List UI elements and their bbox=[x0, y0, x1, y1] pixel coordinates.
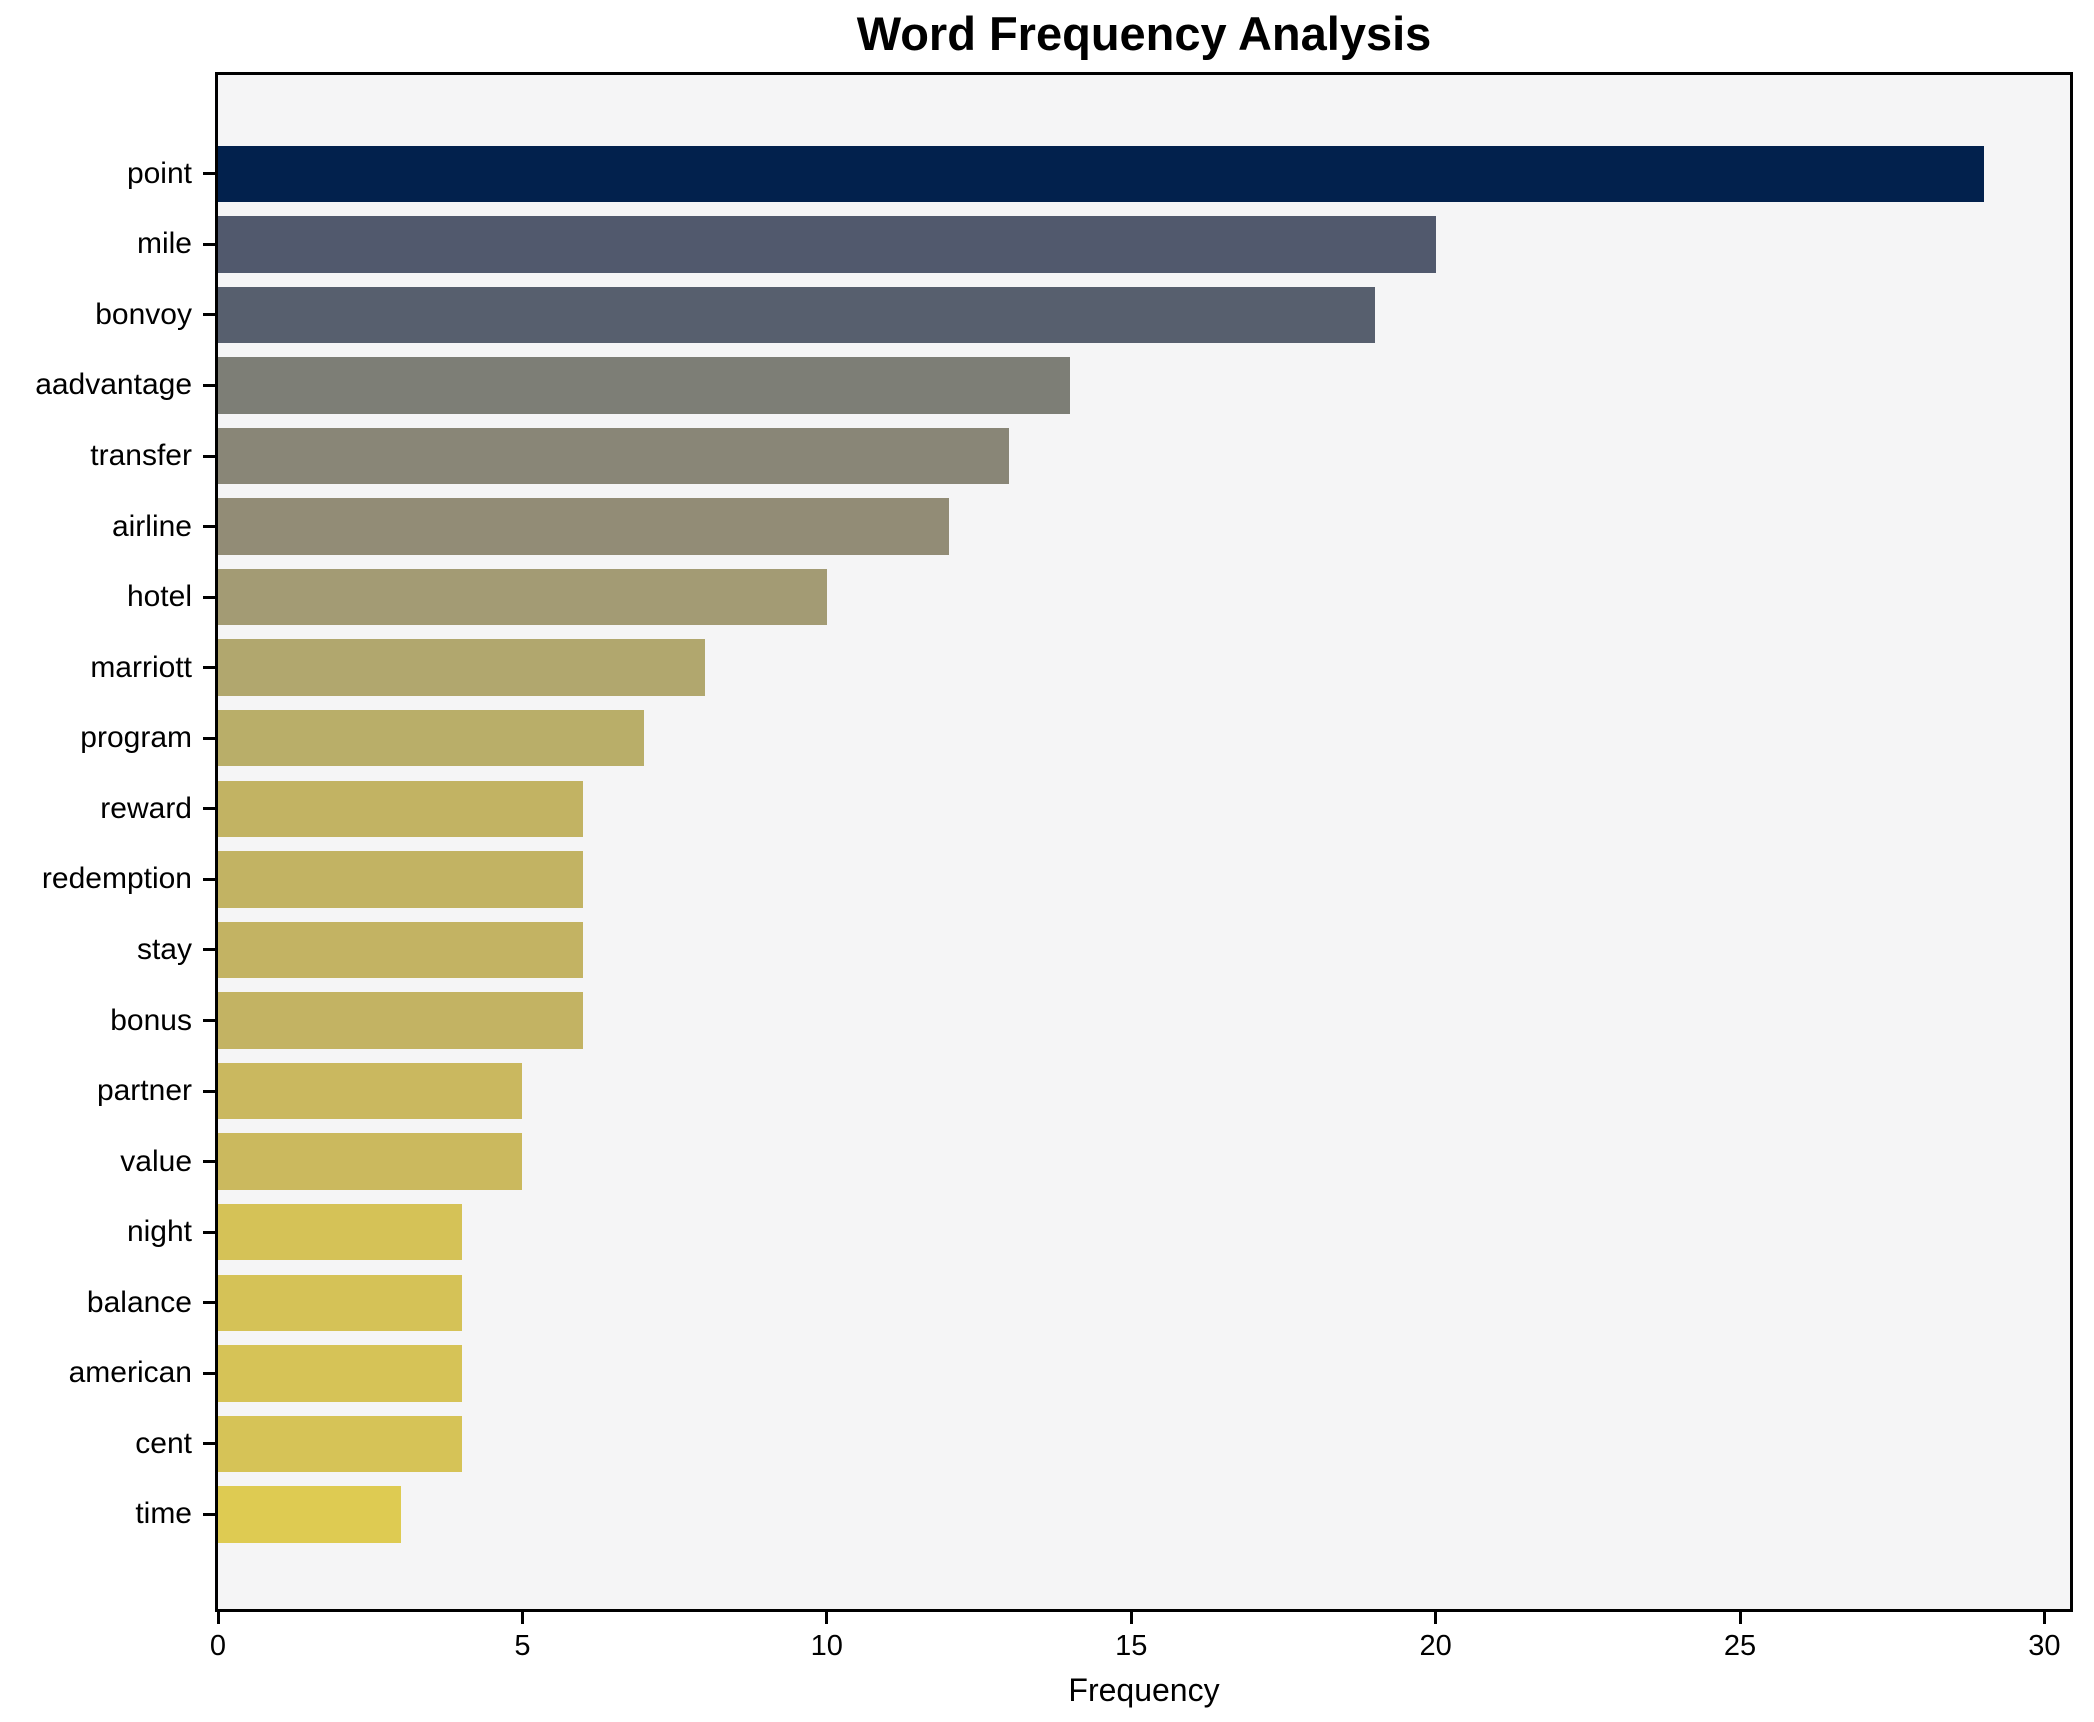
y-tick-label-value: value bbox=[120, 1144, 192, 1178]
plot-area bbox=[215, 72, 2073, 1612]
bar-airline bbox=[218, 498, 949, 555]
y-tick-mark bbox=[203, 454, 215, 458]
x-tick-mark bbox=[216, 1612, 220, 1624]
y-tick-label-program: program bbox=[80, 721, 192, 755]
x-tick-mark bbox=[1129, 1612, 1133, 1624]
y-tick-mark bbox=[203, 595, 215, 599]
y-tick-label-time: time bbox=[135, 1497, 192, 1531]
bar-hotel bbox=[218, 568, 827, 626]
y-tick-mark bbox=[203, 525, 215, 529]
y-tick-label-stay: stay bbox=[136, 932, 192, 966]
y-tick-mark bbox=[203, 877, 215, 881]
x-tick-label-25: 25 bbox=[1723, 1630, 1757, 1662]
y-tick-label-transfer: transfer bbox=[90, 439, 192, 473]
x-tick-label-15: 15 bbox=[1115, 1630, 1148, 1662]
x-tick-mark bbox=[520, 1612, 524, 1624]
x-tick-mark bbox=[1738, 1612, 1742, 1624]
y-tick-mark bbox=[203, 666, 215, 670]
y-tick-label-night: night bbox=[126, 1215, 192, 1249]
y-tick-mark bbox=[203, 1160, 215, 1164]
y-tick-label-marriott: marriott bbox=[90, 650, 192, 684]
x-tick-mark bbox=[2042, 1612, 2046, 1624]
bar-cent bbox=[218, 1415, 462, 1473]
x-tick-mark bbox=[1434, 1612, 1438, 1624]
y-tick-label-balance: balance bbox=[86, 1285, 192, 1319]
x-tick-label-5: 5 bbox=[514, 1630, 531, 1662]
y-tick-label-bonus: bonus bbox=[110, 1003, 192, 1037]
x-axis-label: Frequency bbox=[1068, 1672, 1220, 1708]
x-tick-label-10: 10 bbox=[810, 1630, 843, 1662]
bar-mile bbox=[218, 216, 1436, 273]
y-tick-label-airline: airline bbox=[111, 509, 192, 543]
y-tick-label-redemption: redemption bbox=[41, 862, 192, 896]
bar-point bbox=[218, 145, 1984, 202]
y-tick-mark bbox=[203, 1371, 215, 1375]
bar-american bbox=[218, 1345, 462, 1402]
bar-stay bbox=[218, 921, 584, 979]
y-tick-mark bbox=[203, 1301, 215, 1305]
bar-time bbox=[218, 1486, 401, 1543]
y-tick-mark bbox=[203, 383, 215, 387]
bar-marriott bbox=[218, 639, 706, 696]
y-tick-label-bonvoy: bonvoy bbox=[95, 297, 192, 331]
bar-bonvoy bbox=[218, 286, 1375, 344]
x-tick-mark bbox=[825, 1612, 829, 1624]
y-tick-label-point: point bbox=[126, 156, 192, 190]
y-tick-label-reward: reward bbox=[100, 791, 192, 825]
y-tick-mark bbox=[203, 1019, 215, 1023]
y-tick-mark bbox=[203, 313, 215, 317]
bar-program bbox=[218, 710, 645, 767]
y-tick-mark bbox=[203, 948, 215, 952]
x-tick-label-30: 30 bbox=[2028, 1630, 2061, 1662]
bar-transfer bbox=[218, 427, 1010, 485]
y-tick-mark bbox=[203, 172, 215, 176]
y-tick-mark bbox=[203, 1512, 215, 1516]
bar-balance bbox=[218, 1274, 462, 1331]
bar-night bbox=[218, 1203, 462, 1261]
y-tick-label-mile: mile bbox=[136, 227, 192, 261]
y-tick-label-cent: cent bbox=[135, 1426, 192, 1460]
y-tick-mark bbox=[203, 1442, 215, 1446]
bar-reward bbox=[218, 780, 584, 838]
y-tick-mark bbox=[203, 1230, 215, 1234]
y-tick-label-american: american bbox=[68, 1356, 192, 1390]
x-tick-label-20: 20 bbox=[1419, 1630, 1452, 1662]
chart-title: Word Frequency Analysis bbox=[856, 7, 1432, 60]
bar-partner bbox=[218, 1062, 523, 1120]
y-tick-label-aadvantage: aadvantage bbox=[35, 368, 192, 402]
bar-value bbox=[218, 1133, 523, 1190]
y-tick-mark bbox=[203, 807, 215, 811]
y-tick-label-hotel: hotel bbox=[126, 580, 192, 614]
bar-aadvantage bbox=[218, 357, 1071, 414]
x-tick-label-0: 0 bbox=[209, 1630, 227, 1662]
y-tick-label-partner: partner bbox=[96, 1074, 192, 1108]
y-tick-mark bbox=[203, 736, 215, 740]
bar-bonus bbox=[218, 992, 584, 1049]
bar-redemption bbox=[218, 851, 584, 908]
y-tick-mark bbox=[203, 242, 215, 246]
y-tick-mark bbox=[203, 1089, 215, 1093]
